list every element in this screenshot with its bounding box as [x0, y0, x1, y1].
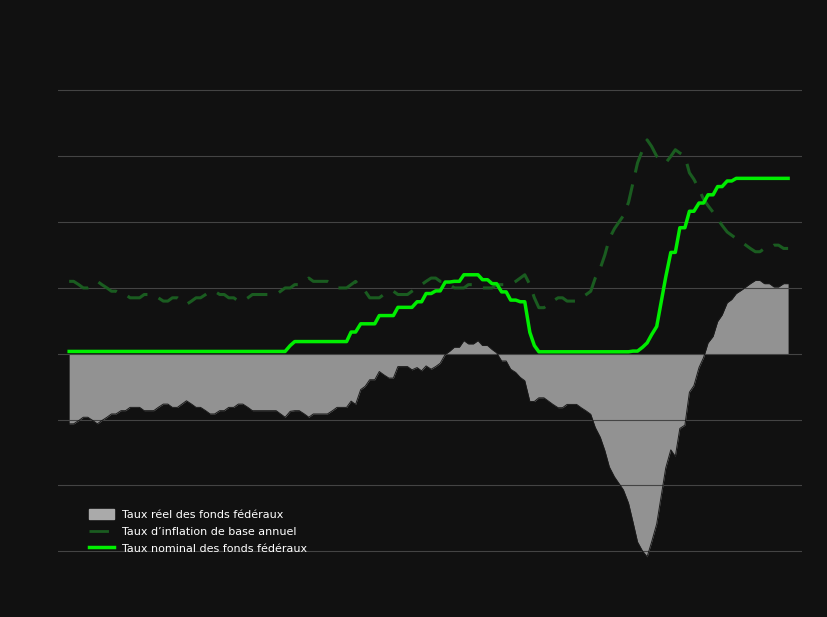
- Legend: Taux réel des fonds fédéraux, Taux d’inflation de base annuel, Taux nominal des : Taux réel des fonds fédéraux, Taux d’inf…: [86, 506, 311, 557]
